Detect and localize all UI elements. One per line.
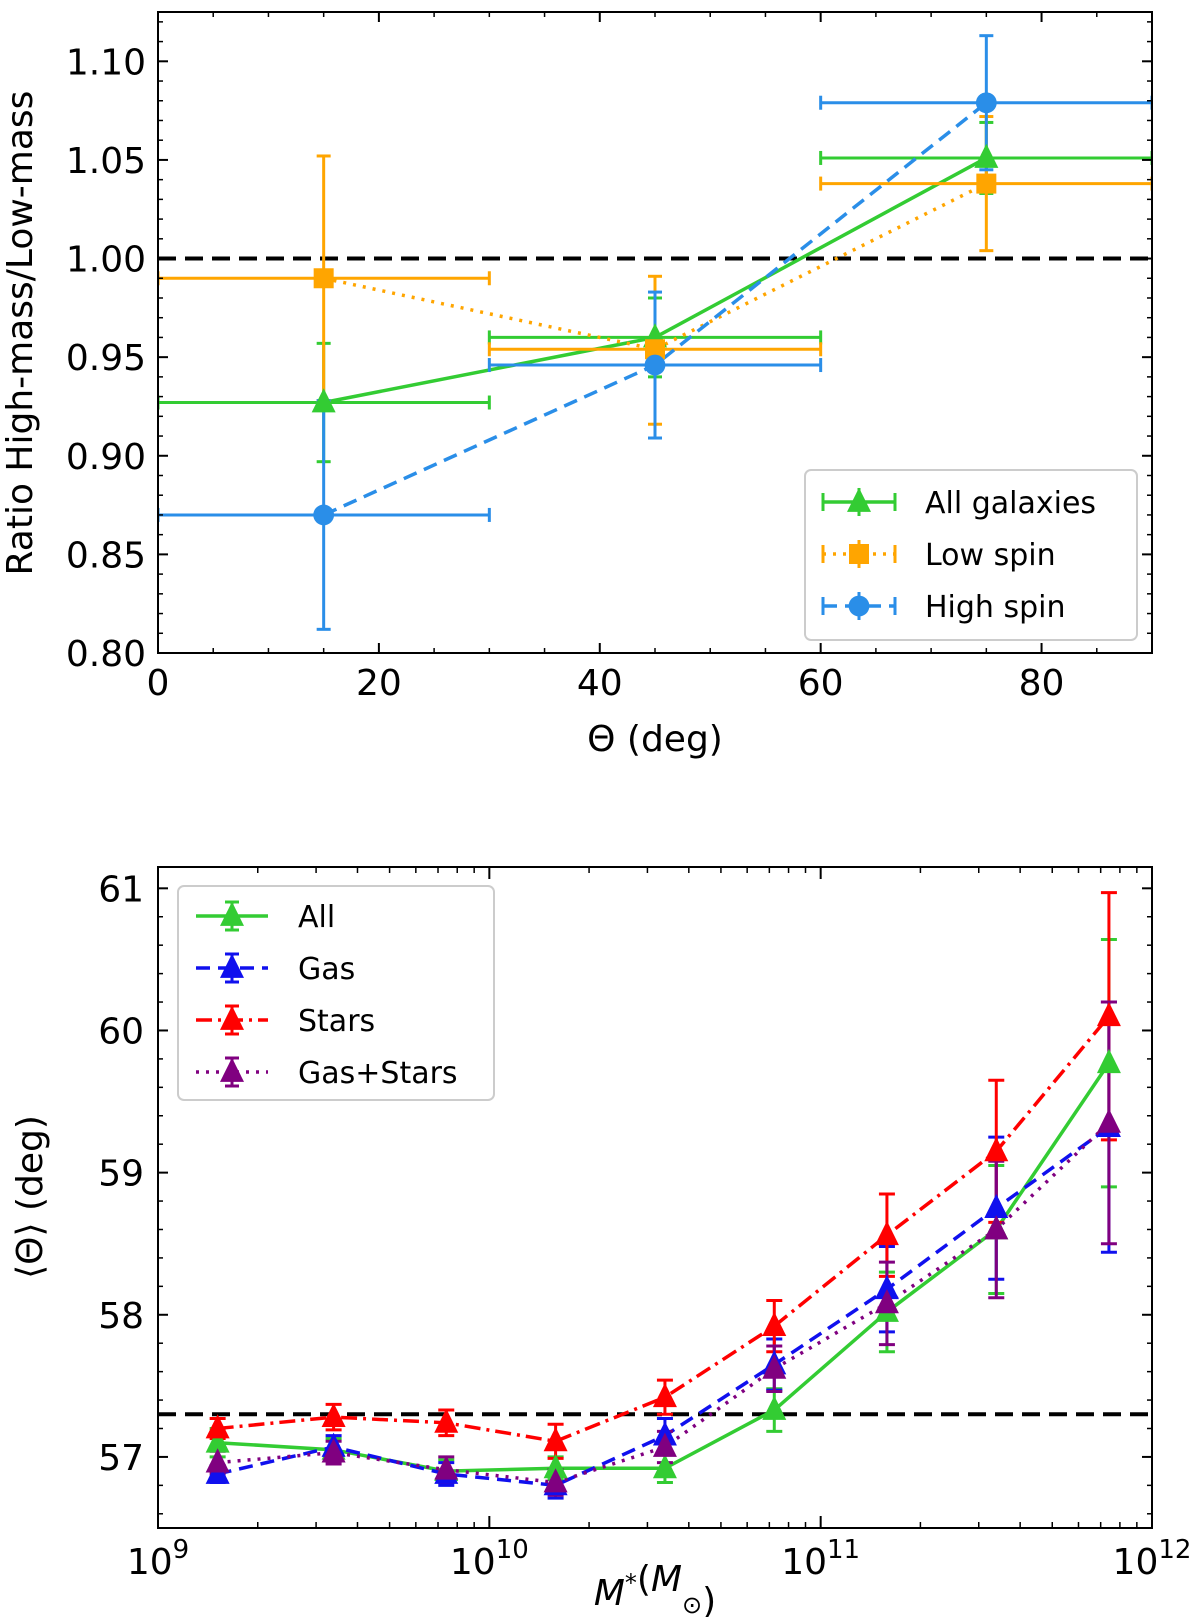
x-tick-label: 60 bbox=[798, 663, 844, 704]
x-tick-label: 20 bbox=[356, 663, 402, 704]
gas-stars-point bbox=[321, 1438, 346, 1463]
x-tick-label: 1012 bbox=[1113, 1535, 1192, 1583]
y-tick-label: 59 bbox=[98, 1154, 144, 1195]
gas-point bbox=[874, 1274, 899, 1300]
stars-point bbox=[1096, 1001, 1121, 1027]
all-galaxies-point bbox=[311, 388, 336, 413]
legend-marker bbox=[220, 901, 244, 926]
legend-box bbox=[804, 469, 1138, 641]
y-tick-label: 1.05 bbox=[66, 141, 146, 182]
legend-item-low-spin: Low spin bbox=[821, 538, 1056, 573]
x-tick-label: 109 bbox=[127, 1535, 189, 1583]
legend-label: Gas bbox=[298, 952, 355, 987]
top-panel-ratio-chart: 0 20 40 60 80 0.80 0.85 0.90 0.95 1.00 1.05 1.10 Θ … bbox=[0, 11, 1153, 760]
high-spin-point bbox=[313, 504, 335, 526]
legend-box bbox=[177, 885, 495, 1101]
gas-stars-point bbox=[984, 1215, 1009, 1240]
legend-label: All galaxies bbox=[925, 486, 1096, 521]
legend-item-stars: Stars bbox=[196, 1004, 375, 1039]
x-tick-label: 80 bbox=[1019, 663, 1065, 704]
x-tick-label: 0 bbox=[147, 663, 170, 704]
gas-stars-point bbox=[205, 1448, 230, 1473]
stars-point bbox=[984, 1137, 1009, 1162]
legend-marker bbox=[849, 544, 869, 564]
y-tick-label: 1.10 bbox=[66, 42, 146, 83]
legend-item-all: All bbox=[196, 900, 335, 935]
plot-frame bbox=[157, 866, 1153, 1529]
legend-marker bbox=[220, 953, 244, 978]
gas-stars-point bbox=[543, 1468, 568, 1493]
x-axis-label: Θ (deg) bbox=[587, 719, 723, 760]
legend: All galaxies Low spin High spin bbox=[804, 469, 1138, 641]
stars-point bbox=[652, 1382, 677, 1408]
low-spin-point bbox=[976, 173, 997, 194]
legend-label: All bbox=[298, 900, 335, 935]
legend-label: Low spin bbox=[925, 538, 1056, 573]
y-tick-label: 1.00 bbox=[66, 240, 146, 281]
all-point bbox=[543, 1453, 568, 1479]
legend-item-gas-stars: Gas+Stars bbox=[196, 1056, 458, 1091]
legend-item-gas: Gas bbox=[196, 952, 355, 987]
x-tick-label: 1011 bbox=[781, 1535, 860, 1583]
stars-point bbox=[762, 1311, 787, 1337]
all-point bbox=[1096, 1048, 1121, 1074]
legend-marker bbox=[847, 487, 871, 512]
gas-stars-point bbox=[762, 1354, 787, 1379]
all-point bbox=[762, 1395, 787, 1420]
legend-marker bbox=[220, 1057, 244, 1082]
y-tick-label: 0.90 bbox=[66, 437, 146, 478]
legend-label: High spin bbox=[925, 590, 1066, 625]
all-line bbox=[217, 1062, 1111, 1473]
y-tick-label: 0.80 bbox=[66, 634, 146, 675]
legend-marker bbox=[848, 595, 870, 617]
legend-label: Gas+Stars bbox=[298, 1056, 458, 1091]
x-axis-label: M*(M⊙) bbox=[594, 1559, 716, 1617]
all-galaxies-point bbox=[974, 143, 999, 168]
legend-item-all-galaxies: All galaxies bbox=[821, 486, 1096, 521]
legend-item-high-spin: High spin bbox=[821, 590, 1066, 625]
x-tick-label: 40 bbox=[577, 663, 623, 704]
x-tick-label: 1010 bbox=[450, 1535, 529, 1583]
gas-stars-point bbox=[652, 1432, 677, 1457]
stars-point bbox=[543, 1426, 568, 1452]
high-spin-point bbox=[644, 354, 666, 376]
all-point bbox=[205, 1428, 230, 1453]
gas-stars-point bbox=[874, 1289, 899, 1314]
gas-stars-point bbox=[434, 1455, 459, 1480]
stars-point bbox=[874, 1220, 899, 1246]
legend-marker bbox=[220, 1005, 244, 1030]
legend: All Gas Stars Gas+Stars bbox=[177, 885, 495, 1101]
gas-point bbox=[984, 1193, 1009, 1219]
y-tick-label: 61 bbox=[98, 869, 144, 910]
low-spin-point bbox=[645, 339, 665, 360]
gas-stars-point bbox=[1096, 1108, 1121, 1133]
y-axis-label: Ratio High-mass/Low-mass bbox=[0, 91, 41, 576]
stars-point bbox=[205, 1414, 230, 1439]
low-spin-line bbox=[323, 182, 988, 352]
y-tick-label: 60 bbox=[98, 1011, 144, 1052]
y-tick-label: 58 bbox=[98, 1296, 144, 1337]
y-tick-label: 0.95 bbox=[66, 338, 146, 379]
high-spin-point bbox=[975, 92, 997, 114]
bottom-panel-mean-angle-chart: 109 1010 1011 1012 57 58 59 60 61 M*(M⊙) ⟨Θ⟩ (de… bbox=[10, 866, 1192, 1617]
legend-label: Stars bbox=[298, 1004, 375, 1039]
y-axis-label: ⟨Θ⟩ (deg) bbox=[10, 1115, 51, 1279]
stars-point bbox=[321, 1402, 346, 1428]
y-tick-label: 57 bbox=[98, 1438, 144, 1479]
all-point bbox=[652, 1453, 677, 1479]
low-spin-point bbox=[313, 268, 334, 289]
y-tick-label: 0.85 bbox=[66, 535, 146, 576]
stars-point bbox=[434, 1408, 459, 1433]
